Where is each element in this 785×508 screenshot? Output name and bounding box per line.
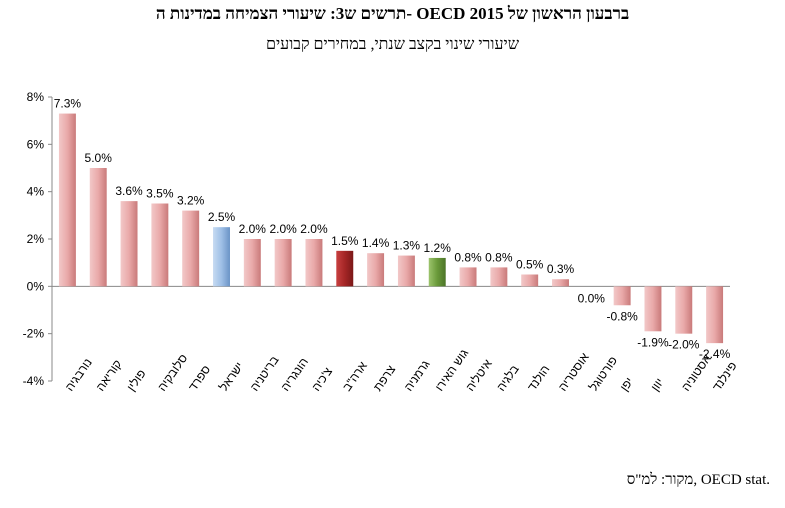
bar xyxy=(243,239,261,287)
bar xyxy=(182,210,200,287)
y-tick-label: -2% xyxy=(23,327,45,341)
data-label: 3.6% xyxy=(115,184,143,198)
bar xyxy=(367,253,385,287)
category-label: פורטוגל xyxy=(586,354,620,394)
data-label: 2.0% xyxy=(239,222,267,236)
data-label: 0.0% xyxy=(578,291,606,305)
category-label: צ'כיה xyxy=(309,364,335,393)
data-label: 2.0% xyxy=(300,222,328,236)
bar xyxy=(644,286,662,332)
data-label: -2.4% xyxy=(699,347,731,361)
y-tick-label: 6% xyxy=(27,137,45,151)
category-label: ארה"ב xyxy=(340,359,370,394)
data-label: 0.3% xyxy=(547,262,575,276)
category-label: ספרד xyxy=(186,363,214,394)
category-label: קוריאה xyxy=(93,357,124,394)
bar xyxy=(428,257,446,287)
category-label: איטליה xyxy=(463,356,495,393)
bar xyxy=(706,286,724,344)
category-label: יוון xyxy=(648,375,667,393)
category-label: יפן xyxy=(617,375,636,394)
data-label: 2.0% xyxy=(269,222,297,236)
y-tick-label: 4% xyxy=(27,185,45,199)
bar xyxy=(336,250,354,287)
bar xyxy=(305,239,323,287)
data-label: 1.2% xyxy=(424,241,452,255)
data-label: 5.0% xyxy=(85,151,113,165)
data-label: 1.5% xyxy=(331,234,359,248)
bar xyxy=(151,203,169,287)
category-label: הולנד xyxy=(525,362,553,393)
category-label: בריטניה xyxy=(247,353,281,394)
bar xyxy=(459,267,477,287)
data-label: 2.5% xyxy=(208,210,236,224)
category-label: נורבגיה xyxy=(62,356,94,394)
category-label: אוסטריה xyxy=(555,350,592,394)
bar xyxy=(89,168,107,287)
chart-subtitle: שיעורי שינוי בקצב שנתי, במחירים קבועים xyxy=(265,36,520,53)
data-label: 7.3% xyxy=(54,97,82,111)
bar xyxy=(397,255,415,287)
bar xyxy=(521,274,539,287)
category-label: בלגיה xyxy=(494,362,522,393)
bar xyxy=(58,113,76,287)
bar xyxy=(552,279,569,287)
category-label: הונגריה xyxy=(278,355,311,394)
source-note: מקור: למ"ס, OECD stat. xyxy=(626,472,770,488)
data-label: 3.2% xyxy=(177,194,205,208)
bar xyxy=(613,286,631,306)
bar xyxy=(490,267,508,287)
data-label: -2.0% xyxy=(668,338,700,352)
y-tick-label: 8% xyxy=(27,90,45,104)
category-label: ישראל xyxy=(216,360,246,394)
category-label: צרפת xyxy=(371,362,399,394)
data-label: -0.8% xyxy=(606,309,638,323)
category-label: גרמניה xyxy=(401,357,432,393)
data-label: 0.8% xyxy=(454,250,482,264)
y-tick-label: 0% xyxy=(27,279,45,293)
category-label: פינלנד xyxy=(710,359,740,394)
bar xyxy=(274,239,292,287)
y-tick-label: 2% xyxy=(27,232,45,246)
category-label: סלובקיה xyxy=(155,351,191,393)
bar xyxy=(120,201,138,287)
bar xyxy=(675,286,693,334)
data-label: 3.5% xyxy=(146,187,174,201)
chart-title: תרשים ש3: שיעורי הצמיחה במדינות ה- OECD … xyxy=(155,4,630,23)
category-label: פולין xyxy=(124,367,149,394)
bar xyxy=(213,227,230,287)
data-label: 0.8% xyxy=(485,250,513,264)
y-tick-label: -4% xyxy=(23,374,45,388)
data-label: 0.5% xyxy=(516,258,544,272)
data-label: 1.3% xyxy=(393,239,421,253)
data-label: -1.9% xyxy=(637,335,669,349)
data-label: 1.4% xyxy=(362,236,390,250)
